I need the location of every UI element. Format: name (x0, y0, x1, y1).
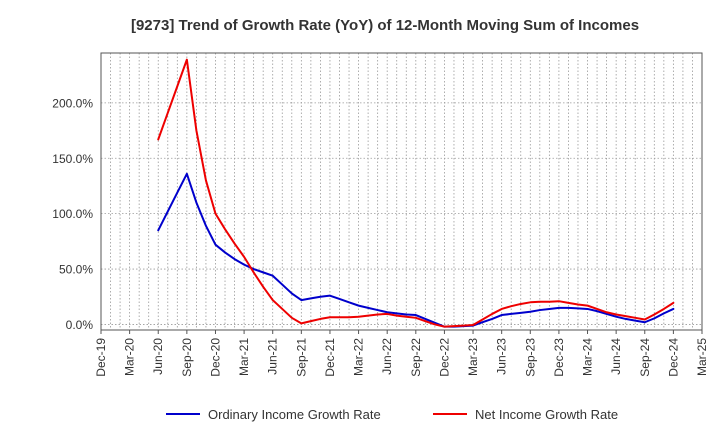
x-tick-label: Mar-24 (581, 338, 595, 376)
y-tick-label: 100.0% (52, 207, 93, 221)
x-tick-label: Jun-22 (380, 338, 394, 375)
x-tick-label: Dec-21 (323, 338, 337, 377)
x-tick-label: Mar-23 (466, 338, 480, 376)
x-tick-label: Jun-24 (609, 338, 623, 375)
x-tick-label: Dec-19 (94, 338, 108, 377)
x-tick-label: Dec-24 (666, 338, 680, 377)
y-tick-label: 0.0% (66, 318, 94, 332)
plot-frame (100, 52, 703, 331)
x-tick-label: Mar-21 (237, 338, 251, 376)
y-tick-label: 150.0% (52, 152, 93, 166)
x-tick-label: Sep-20 (180, 338, 194, 377)
x-tick-label: Jun-21 (266, 338, 280, 375)
y-tick-label: 200.0% (52, 96, 93, 110)
x-tick-label: Jun-20 (151, 338, 165, 375)
x-tick-label: Mar-22 (352, 338, 366, 376)
plot-background (101, 53, 702, 330)
x-tick-label: Jun-23 (495, 338, 509, 375)
x-tick-label: Dec-20 (208, 338, 222, 377)
series-line (157, 58, 675, 328)
series-line (157, 172, 675, 328)
legend-label: Net Income Growth Rate (475, 407, 618, 422)
x-tick-label: Mar-25 (695, 338, 709, 376)
x-tick-label: Mar-20 (123, 338, 137, 376)
legend: Ordinary Income Growth Rate Net Income Gr… (166, 407, 618, 422)
x-tick-label: Sep-24 (638, 338, 652, 377)
x-tick-label: Dec-23 (552, 338, 566, 377)
legend-label: Ordinary Income Growth Rate (208, 407, 381, 422)
y-tick-label: 50.0% (59, 263, 93, 277)
chart-title: [9273] Trend of Growth Rate (YoY) of 12-… (131, 17, 639, 34)
x-tick-label: Sep-21 (294, 338, 308, 377)
x-tick-label: Sep-23 (523, 338, 537, 377)
plot-area: 0.0% 50.0% 100.0% 150.0% 200.0% Dec-19 Mar-20 J… (52, 52, 709, 377)
x-tick-label: Dec-22 (437, 338, 451, 377)
x-tick-label: Sep-22 (409, 338, 423, 377)
